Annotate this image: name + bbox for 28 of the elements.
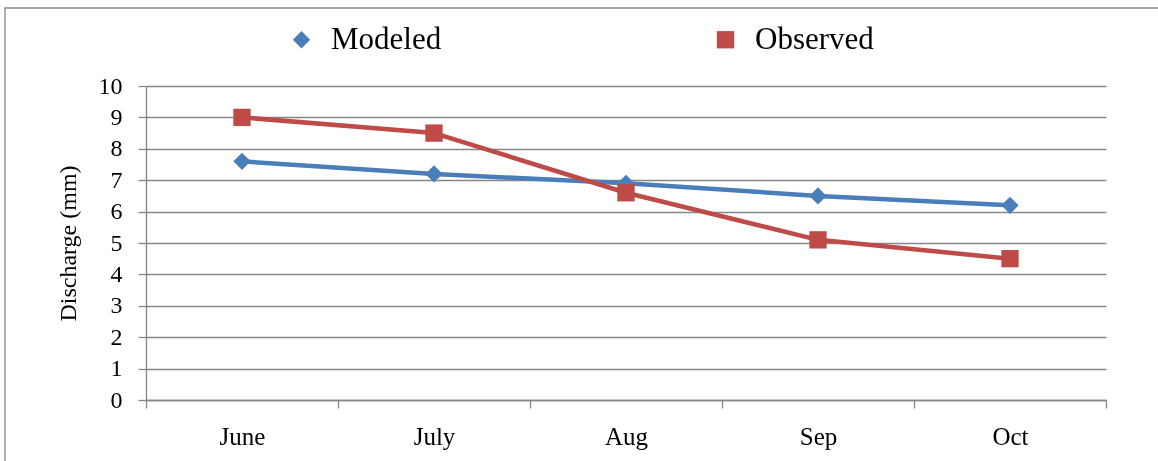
x-tick-label: June [219, 422, 266, 450]
point [233, 108, 251, 127]
y-tick-label: 6 [110, 198, 123, 225]
y-tick-label: 1 [110, 355, 123, 382]
point [1001, 250, 1019, 268]
y-tick-label: 8 [110, 135, 123, 162]
point [233, 152, 251, 171]
y-tick-label: 7 [110, 166, 123, 193]
x-tick-label: Oct [992, 422, 1029, 450]
y-tick-label: 4 [110, 260, 123, 287]
y-tick-label: 3 [110, 292, 123, 319]
y-tick-label: 9 [110, 103, 123, 130]
y-tick-label: 5 [110, 229, 123, 256]
point [809, 187, 827, 205]
point [617, 184, 635, 202]
y-tick-label: 0 [110, 386, 123, 413]
point [1001, 196, 1019, 214]
y-tick-label: 2 [110, 323, 123, 350]
y-axis-title: Discharge (mm) [54, 165, 81, 322]
x-tick-label: July [413, 422, 456, 450]
legend-label: Observed [755, 20, 875, 56]
y-tick-label: 10 [98, 72, 123, 99]
legend-label: Modeled [331, 20, 442, 56]
x-tick-label: Sep [799, 422, 838, 450]
x-tick-label: Aug [604, 422, 649, 450]
point [425, 165, 443, 183]
point [809, 231, 827, 249]
point [425, 124, 443, 142]
